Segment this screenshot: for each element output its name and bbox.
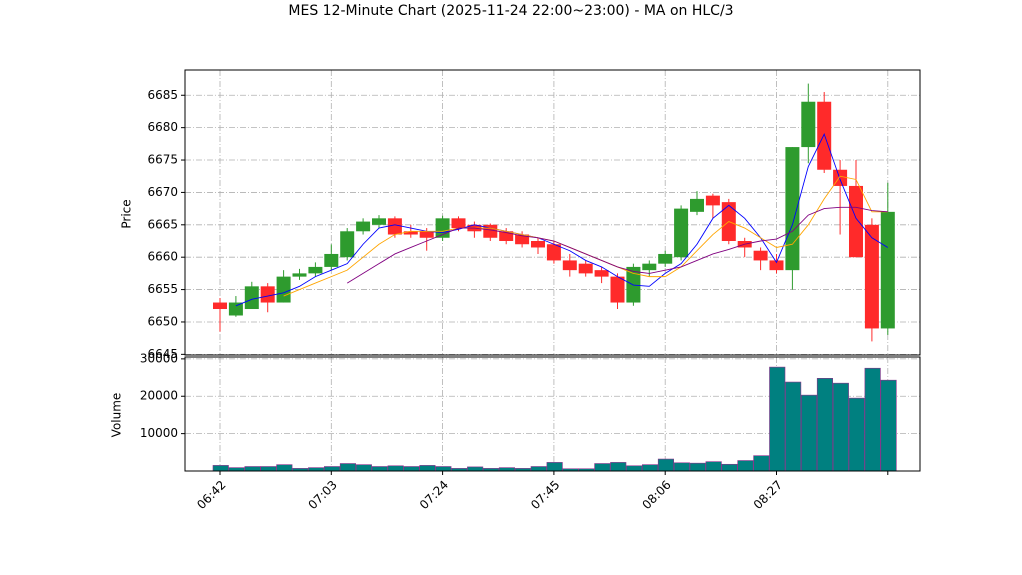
candle-body — [785, 147, 800, 271]
x-tick-label: 07:24 — [417, 478, 451, 512]
volume-bar — [880, 379, 897, 472]
candle-body — [753, 250, 768, 261]
volume-bar — [323, 466, 341, 472]
volume-bar — [530, 466, 547, 472]
candle-body — [642, 263, 657, 271]
candle-body — [801, 101, 816, 148]
moving-average-line — [346, 206, 888, 284]
x-tick-label: 07:45 — [528, 478, 562, 512]
candle-body — [419, 231, 434, 238]
candle-body — [260, 286, 275, 303]
candle-body — [880, 211, 895, 329]
candle-body — [864, 224, 879, 329]
volume-bar — [769, 366, 786, 472]
volume-bar — [832, 382, 849, 472]
volume-bar — [816, 378, 834, 472]
candle-body — [610, 276, 625, 303]
y-tick-label: 6675 — [147, 153, 178, 167]
y-tick-label: 20000 — [140, 389, 178, 403]
volume-bar — [228, 467, 245, 472]
candle-body — [403, 231, 418, 235]
volume-bar — [785, 381, 802, 472]
volume-bar — [339, 463, 357, 472]
price-axis-label: Price — [120, 199, 134, 228]
plot-frame — [184, 356, 921, 472]
candle-body — [674, 208, 689, 258]
candle-body — [228, 302, 243, 316]
moving-average-line — [235, 132, 889, 307]
candle-body — [387, 218, 402, 235]
volume-bar — [594, 463, 611, 472]
chart-title: MES 12-Minute Chart (2025-11-24 22:00~23… — [288, 3, 733, 19]
volume-bar — [673, 462, 690, 472]
y-tick-label: 6680 — [147, 120, 178, 134]
y-tick-label: 6685 — [147, 88, 178, 102]
candle-body — [849, 185, 863, 258]
volume-bar — [244, 466, 261, 472]
volume-bar — [308, 467, 325, 472]
x-tick-label: 08:06 — [639, 478, 673, 512]
volume-bar — [657, 458, 675, 472]
candle-body — [690, 198, 704, 212]
y-tick-label: 6645 — [147, 347, 178, 361]
volume-bar — [276, 464, 293, 472]
candle-body — [340, 231, 355, 258]
candle-body — [213, 302, 227, 310]
volume-bar — [864, 367, 881, 472]
volume-bar — [753, 455, 770, 472]
volume-bar — [848, 397, 865, 472]
y-tick-label: 10000 — [140, 426, 178, 440]
y-tick-label: 6670 — [147, 185, 178, 199]
volume-bar — [610, 462, 627, 472]
volume-bar — [800, 394, 818, 472]
volume-bar — [705, 461, 722, 472]
volume-bar — [212, 465, 229, 472]
volume-axis-label: Volume — [110, 393, 124, 438]
volume-bar — [498, 467, 516, 472]
volume-bar — [546, 462, 563, 472]
candle-body — [658, 253, 673, 264]
candle-body — [546, 244, 561, 261]
candle-body — [499, 231, 514, 241]
candle-body — [769, 260, 784, 271]
volume-bar — [467, 466, 484, 472]
candle-body — [562, 260, 577, 271]
candle-body — [515, 234, 530, 245]
candle-body — [276, 276, 291, 303]
volume-bar — [435, 466, 452, 472]
x-tick-label: 06:42 — [194, 478, 228, 512]
volume-bar — [419, 465, 436, 472]
volume-bar — [721, 463, 738, 472]
volume-bar — [641, 464, 659, 472]
candle-body — [451, 218, 466, 229]
plot-frame — [184, 69, 921, 356]
candle-body — [324, 253, 339, 267]
candle-body — [372, 218, 386, 225]
y-tick-label: 6655 — [147, 282, 178, 296]
volume-bar — [626, 465, 643, 472]
candle-body — [705, 195, 720, 206]
x-tick-label: 08:27 — [751, 478, 785, 512]
candle-body — [594, 270, 609, 277]
candle-body — [244, 286, 259, 310]
candle-body — [531, 241, 545, 248]
candle-body — [817, 101, 832, 170]
candle-body — [356, 221, 371, 232]
y-tick-label: 6665 — [147, 217, 178, 231]
volume-bar — [260, 466, 277, 472]
candle-body — [578, 263, 593, 274]
volume-bar — [737, 460, 754, 472]
y-tick-label: 30000 — [140, 351, 178, 365]
volume-bar — [689, 462, 706, 472]
volume-bar — [355, 464, 372, 472]
candle-body — [308, 266, 323, 274]
candle-body — [292, 273, 307, 277]
y-tick-label: 6660 — [147, 250, 178, 264]
volume-bar — [403, 466, 420, 472]
volume-bar — [371, 466, 388, 472]
y-tick-label: 6650 — [147, 314, 178, 328]
volume-bar — [387, 465, 404, 472]
x-tick-label: 07:03 — [306, 478, 340, 512]
